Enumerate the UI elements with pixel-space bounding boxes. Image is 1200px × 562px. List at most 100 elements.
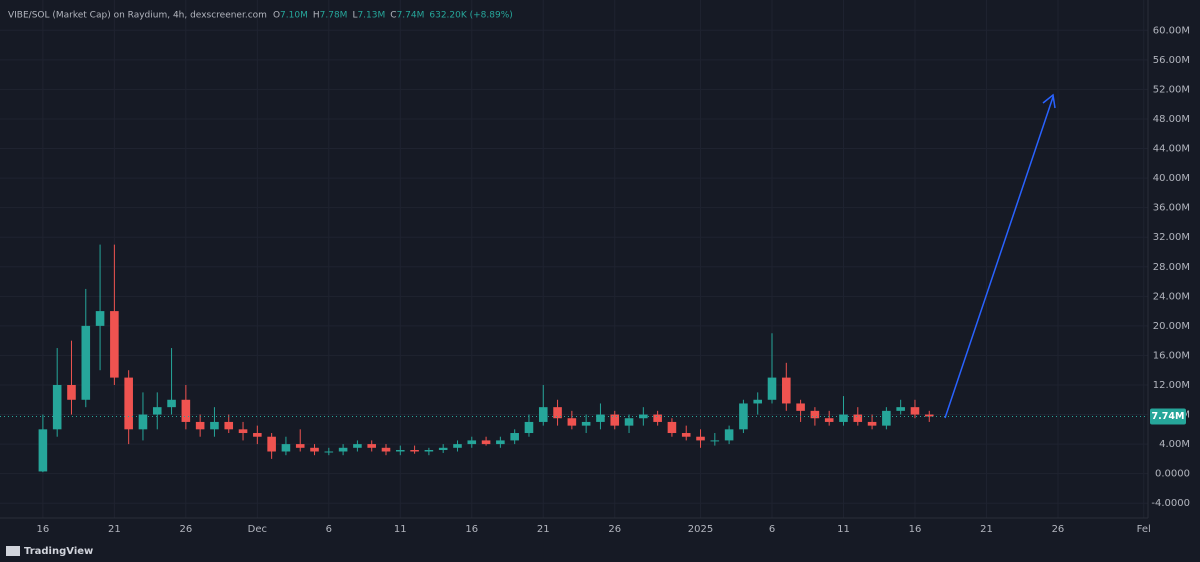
candle-body: [567, 418, 577, 426]
candle-body: [481, 440, 491, 445]
x-tick-label: Dec: [248, 524, 267, 535]
y-tick-label: 20.00M: [1153, 321, 1190, 332]
candle-body: [224, 421, 234, 430]
candle-body: [724, 429, 734, 441]
candle-body: [710, 440, 720, 442]
legend-value: 7.10M: [280, 11, 308, 21]
candle-body: [152, 407, 162, 415]
projection-arrow-head: [1042, 93, 1056, 109]
y-tick-label: 44.00M: [1153, 144, 1190, 155]
legend-value: 632.20K (+8.89%): [429, 11, 512, 21]
candle-body: [410, 450, 419, 452]
y-tick-label: 0.0000: [1155, 469, 1190, 480]
candle-body: [553, 407, 562, 419]
legend-label: H: [313, 11, 320, 21]
candle-body: [596, 414, 605, 422]
x-tick-label: 26: [1052, 524, 1065, 535]
candle-body: [624, 418, 634, 426]
y-tick-label: 12.00M: [1153, 380, 1190, 391]
candle-body: [453, 444, 462, 448]
y-tick-label: 60.00M: [1153, 25, 1190, 36]
y-tick-label: 48.00M: [1153, 114, 1190, 125]
y-tick-label: 28.00M: [1153, 262, 1190, 273]
candle-body: [696, 436, 705, 441]
y-tick-label: 24.00M: [1153, 291, 1190, 302]
x-tick-label: 26: [608, 524, 621, 535]
legend-label: O: [273, 11, 280, 21]
candle-body: [467, 440, 477, 445]
y-tick-label: 36.00M: [1153, 203, 1190, 214]
candle-body: [639, 414, 648, 419]
legend-value: 7.13M: [357, 11, 385, 21]
candle-body: [95, 311, 105, 326]
candle-body: [424, 450, 434, 452]
watermark: TradingView: [24, 546, 93, 557]
candle-body: [396, 450, 405, 452]
candle-body: [381, 447, 391, 452]
candle-body: [81, 325, 91, 400]
last-price-badge: [1150, 408, 1186, 425]
candle-body: [110, 311, 119, 378]
y-tick-label: 16.00M: [1153, 350, 1190, 361]
legend-label: L: [352, 11, 357, 21]
projection-arrow: [944, 96, 1054, 419]
candle-body: [924, 414, 934, 417]
x-tick-label: 16: [909, 524, 922, 535]
candle-body: [753, 399, 762, 404]
chart-title: VIBE/SOL (Market Cap) on Raydium, 4h, de…: [8, 11, 267, 21]
y-tick-label: 4.00M: [1159, 439, 1190, 450]
x-tick-label: 2025: [688, 524, 713, 535]
candle-body: [853, 414, 863, 422]
y-tick-label: 40.00M: [1153, 173, 1190, 184]
legend-value: 7.78M: [320, 11, 348, 21]
grid: [0, 0, 1148, 518]
candle-body: [124, 377, 133, 430]
x-tick-label: 21: [980, 524, 993, 535]
legend-label: C: [390, 11, 396, 21]
y-tick-label: 56.00M: [1153, 55, 1190, 66]
candle-body: [538, 407, 548, 422]
x-tick-label: Fel: [1137, 524, 1151, 535]
candle-body: [782, 377, 791, 404]
candle-body: [438, 447, 448, 451]
candle-body: [653, 414, 662, 422]
candle-body: [338, 447, 348, 452]
candle-body: [824, 418, 834, 422]
y-tick-label: 32.00M: [1153, 232, 1190, 243]
x-tick-label: 6: [769, 524, 775, 535]
candle-body: [324, 451, 334, 453]
candle-body: [38, 429, 48, 472]
candle-body: [496, 440, 505, 445]
x-tick-label: 26: [179, 524, 192, 535]
candle-body: [681, 433, 691, 437]
y-tick-label: -4.0000: [1151, 498, 1190, 509]
candle-body: [581, 421, 591, 426]
candle-body: [181, 399, 191, 422]
candle-body: [367, 444, 376, 448]
legend: O 7.10M H 7.78M L 7.13M C 7.74M 632.20K (+8.89%): [273, 11, 513, 21]
candle-body: [610, 414, 620, 426]
candle-body: [510, 433, 519, 441]
candle-body: [195, 421, 205, 430]
candle-body: [796, 403, 805, 411]
x-tick-label: 21: [537, 524, 550, 535]
candle-body: [810, 410, 820, 419]
candle-body: [667, 421, 677, 434]
candle-body: [210, 421, 219, 430]
candle-body: [267, 436, 276, 452]
candle-body: [767, 377, 777, 400]
candle-body: [353, 444, 362, 448]
candle-body: [882, 410, 891, 426]
candle-body: [524, 421, 534, 434]
candle-body: [138, 414, 148, 430]
candle-body: [310, 447, 319, 452]
x-tick-label: 21: [108, 524, 121, 535]
candle-body: [295, 444, 305, 448]
x-tick-label: 11: [837, 524, 850, 535]
candle-body: [896, 407, 905, 411]
candle-body: [739, 403, 748, 430]
candles: [38, 244, 934, 473]
